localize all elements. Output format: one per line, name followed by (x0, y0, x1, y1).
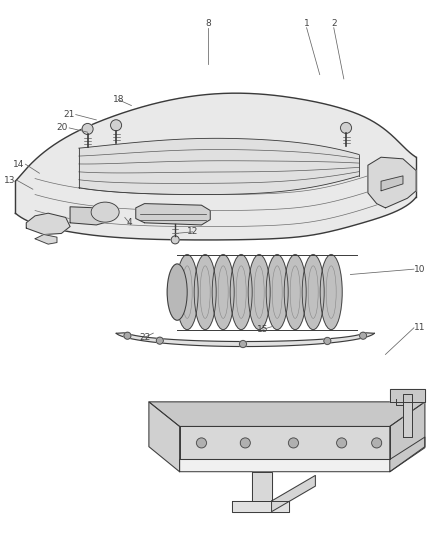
Polygon shape (381, 176, 403, 191)
Polygon shape (15, 93, 416, 240)
Circle shape (289, 438, 298, 448)
Polygon shape (403, 394, 412, 437)
Text: 8: 8 (205, 20, 211, 28)
Polygon shape (116, 333, 374, 346)
Text: 1: 1 (304, 20, 310, 28)
Ellipse shape (176, 255, 198, 329)
Circle shape (110, 120, 122, 131)
Ellipse shape (320, 255, 342, 329)
Ellipse shape (284, 255, 306, 329)
Circle shape (240, 438, 250, 448)
Circle shape (360, 332, 367, 339)
Polygon shape (180, 426, 390, 459)
Circle shape (340, 123, 352, 133)
Polygon shape (252, 472, 272, 501)
Text: 12: 12 (187, 228, 198, 236)
Text: 11: 11 (414, 324, 425, 332)
Circle shape (240, 341, 247, 348)
Text: 15: 15 (257, 325, 268, 334)
Polygon shape (136, 204, 210, 225)
Ellipse shape (91, 202, 119, 222)
Text: 2: 2 (331, 20, 336, 28)
Ellipse shape (248, 255, 270, 329)
Polygon shape (149, 402, 425, 426)
Polygon shape (35, 235, 57, 244)
Text: 22: 22 (139, 333, 150, 342)
Circle shape (124, 332, 131, 339)
Polygon shape (390, 389, 425, 402)
Ellipse shape (212, 255, 234, 329)
Text: 14: 14 (13, 160, 24, 168)
Text: 4: 4 (127, 219, 132, 227)
Circle shape (82, 124, 93, 134)
Polygon shape (272, 475, 315, 512)
Text: 10: 10 (414, 265, 425, 273)
Ellipse shape (167, 264, 187, 320)
Circle shape (156, 337, 163, 344)
Polygon shape (368, 157, 416, 208)
Polygon shape (180, 437, 425, 472)
Circle shape (324, 337, 331, 344)
Ellipse shape (194, 255, 216, 329)
Text: 20: 20 (57, 124, 68, 132)
Circle shape (197, 438, 206, 448)
Polygon shape (26, 213, 70, 235)
Circle shape (337, 438, 346, 448)
Polygon shape (79, 139, 359, 195)
Ellipse shape (266, 255, 288, 329)
Circle shape (171, 236, 179, 244)
Ellipse shape (302, 255, 324, 329)
Ellipse shape (230, 255, 252, 329)
Polygon shape (390, 402, 425, 472)
Text: 13: 13 (4, 176, 15, 184)
Text: 21: 21 (63, 110, 74, 119)
Circle shape (372, 438, 381, 448)
Polygon shape (149, 402, 180, 472)
Polygon shape (70, 207, 110, 225)
Polygon shape (232, 501, 289, 512)
Text: 18: 18 (113, 95, 124, 104)
